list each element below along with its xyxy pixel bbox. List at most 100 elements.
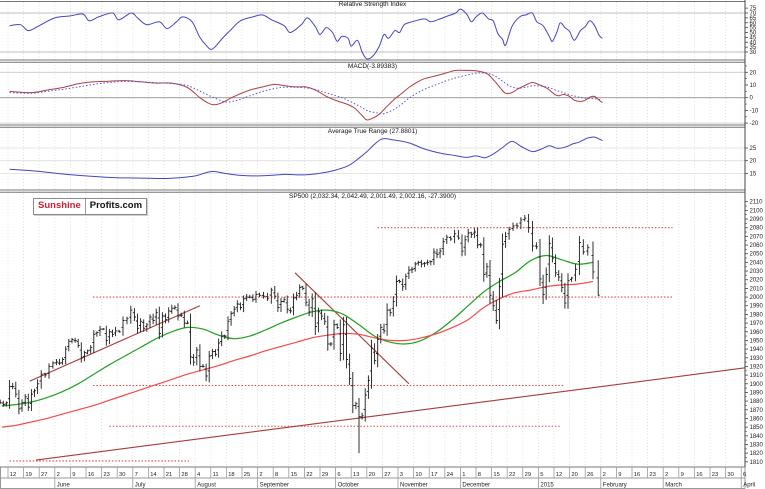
svg-text:2: 2: [603, 472, 606, 478]
svg-text:1950: 1950: [750, 338, 764, 344]
svg-text:10: 10: [415, 472, 421, 478]
svg-text:65: 65: [750, 16, 757, 22]
svg-text:1810: 1810: [750, 460, 764, 466]
svg-text:16: 16: [634, 472, 640, 478]
svg-text:2110: 2110: [750, 200, 764, 206]
svg-text:1980: 1980: [750, 312, 764, 318]
svg-text:16: 16: [696, 472, 702, 478]
svg-text:8: 8: [275, 472, 278, 478]
macd-panel: [0, 69, 745, 124]
svg-text:30: 30: [727, 472, 733, 478]
svg-text:24: 24: [447, 472, 454, 478]
svg-text:15: 15: [750, 171, 757, 177]
price-panel: [0, 214, 745, 462]
svg-text:26: 26: [587, 472, 593, 478]
svg-text:11: 11: [213, 472, 219, 478]
svg-text:2010: 2010: [750, 286, 764, 292]
svg-text:2: 2: [665, 472, 668, 478]
svg-text:August: August: [197, 482, 216, 488]
svg-text:0: 0: [750, 96, 754, 102]
svg-text:June: June: [57, 482, 71, 488]
svg-text:2100: 2100: [750, 208, 764, 214]
svg-text:20: 20: [750, 70, 757, 76]
svg-text:6: 6: [337, 472, 340, 478]
svg-text:1860: 1860: [750, 416, 764, 422]
svg-text:8: 8: [478, 472, 481, 478]
svg-text:23: 23: [103, 472, 109, 478]
svg-text:1910: 1910: [750, 373, 764, 379]
svg-text:25: 25: [244, 472, 250, 478]
svg-text:18: 18: [228, 472, 234, 478]
y-axis: 7570656055504540353020100-10-20252015181…: [744, 0, 764, 478]
svg-text:9: 9: [681, 472, 684, 478]
svg-text:July: July: [135, 482, 146, 488]
svg-text:2080: 2080: [750, 226, 764, 232]
svg-text:1890: 1890: [750, 390, 764, 396]
svg-text:30: 30: [119, 472, 125, 478]
svg-text:November: November: [400, 482, 428, 488]
svg-text:5: 5: [540, 472, 543, 478]
svg-text:17: 17: [431, 472, 437, 478]
svg-text:12: 12: [556, 472, 562, 478]
svg-text:2000: 2000: [750, 295, 764, 301]
svg-text:-20: -20: [750, 121, 759, 127]
svg-text:1840: 1840: [750, 434, 764, 440]
svg-text:1930: 1930: [750, 356, 764, 362]
price-bars: [0, 214, 600, 454]
atr-panel: [0, 136, 745, 180]
svg-text:1850: 1850: [750, 425, 764, 431]
svg-text:14: 14: [150, 472, 157, 478]
logo-brand-red: Sunshine: [38, 200, 81, 211]
sunshineprofits-logo: Sunshine Profits.com: [33, 198, 148, 215]
svg-text:1940: 1940: [750, 347, 764, 353]
svg-text:1900: 1900: [750, 382, 764, 388]
svg-text:23: 23: [649, 472, 655, 478]
svg-text:9: 9: [72, 472, 75, 478]
svg-text:55: 55: [750, 26, 757, 32]
svg-text:70: 70: [750, 11, 757, 17]
svg-text:1870: 1870: [750, 408, 764, 414]
svg-text:20: 20: [369, 472, 375, 478]
svg-text:1820: 1820: [750, 451, 764, 457]
svg-text:28: 28: [181, 472, 187, 478]
svg-text:75: 75: [750, 6, 757, 12]
svg-text:15: 15: [291, 472, 297, 478]
svg-text:29: 29: [322, 472, 328, 478]
svg-text:-10: -10: [750, 108, 759, 114]
panel-borders: [0, 1, 745, 468]
x-axis: 12 19 27 2 9 16 23 30 7 14 21 28 4 11 18 25 2 8 15 22 29 6 13 2…: [0, 467, 755, 489]
svg-text:2090: 2090: [750, 217, 764, 223]
svg-text:2070: 2070: [750, 234, 764, 240]
svg-text:22: 22: [509, 472, 515, 478]
svg-text:10: 10: [750, 83, 757, 89]
weekly-gridlines: [7, 2, 742, 467]
svg-text:October: October: [338, 482, 359, 488]
svg-text:16: 16: [88, 472, 94, 478]
svg-text:20: 20: [571, 472, 577, 478]
svg-text:2060: 2060: [750, 243, 764, 249]
svg-text:December: December: [462, 482, 490, 488]
svg-text:7: 7: [135, 472, 138, 478]
svg-text:4: 4: [197, 472, 201, 478]
svg-text:60: 60: [750, 21, 757, 27]
svg-text:September: September: [260, 482, 289, 488]
svg-text:March: March: [665, 482, 682, 488]
svg-text:2030: 2030: [750, 269, 764, 275]
svg-text:1920: 1920: [750, 364, 764, 370]
svg-text:12: 12: [10, 472, 16, 478]
svg-text:1: 1: [462, 472, 465, 478]
svg-text:1880: 1880: [750, 399, 764, 405]
svg-text:30: 30: [750, 50, 757, 56]
svg-text:21: 21: [166, 472, 172, 478]
svg-text:2040: 2040: [750, 260, 764, 266]
svg-text:February: February: [603, 482, 627, 488]
svg-text:19: 19: [25, 472, 31, 478]
svg-text:50: 50: [750, 31, 757, 37]
svg-text:April: April: [743, 482, 755, 488]
rsi-panel: [0, 8, 745, 60]
svg-text:2: 2: [259, 472, 262, 478]
svg-text:1830: 1830: [750, 442, 764, 448]
svg-text:15: 15: [493, 472, 499, 478]
svg-text:1990: 1990: [750, 304, 764, 310]
